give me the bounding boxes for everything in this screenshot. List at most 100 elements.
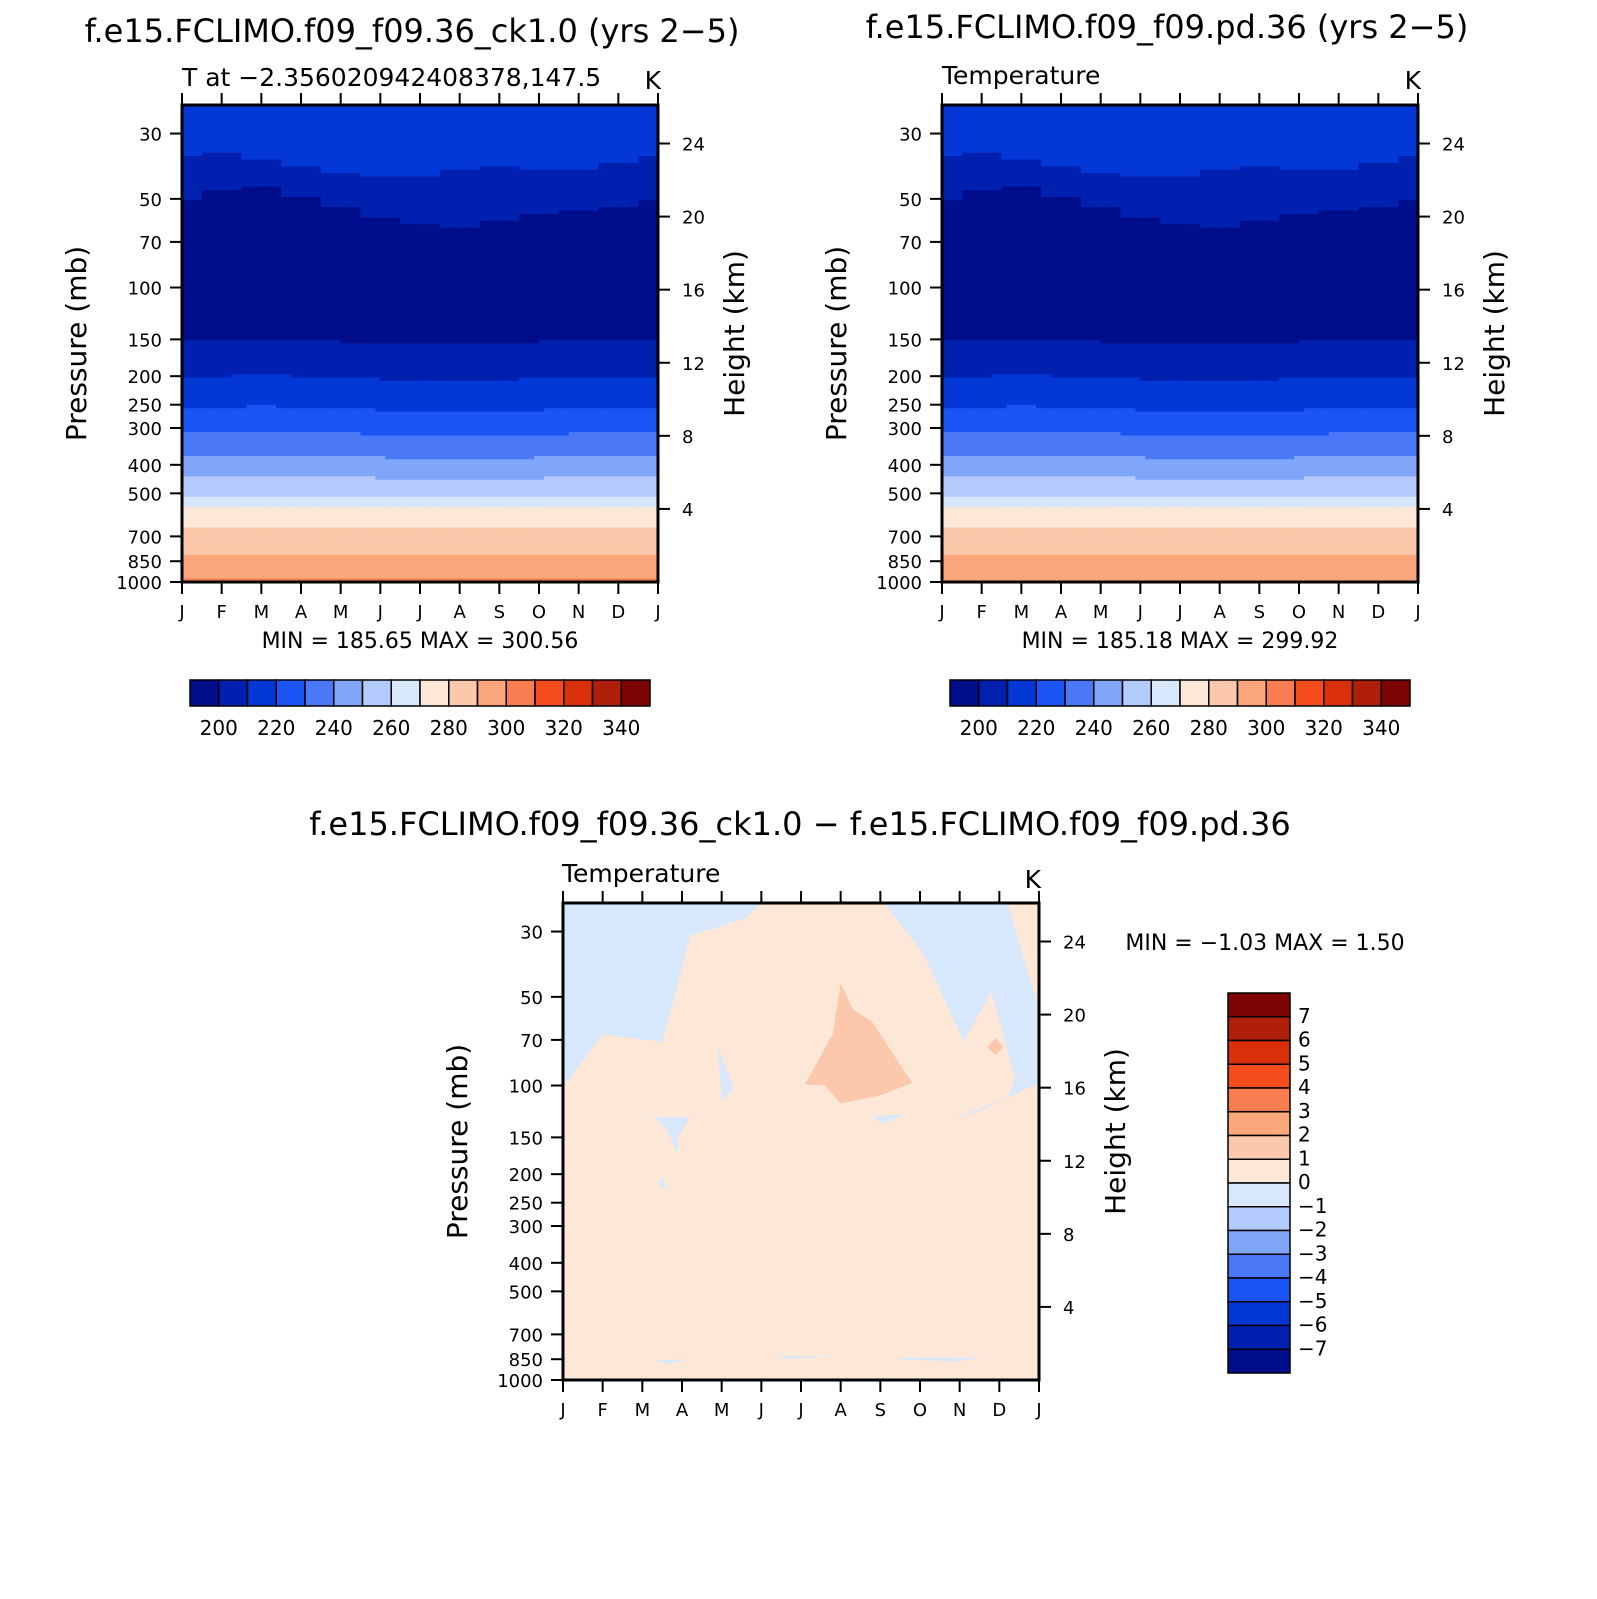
- heat-cell: [534, 125, 540, 129]
- heat-cell: [618, 279, 624, 283]
- heat-cell: [475, 190, 481, 194]
- heat-cell: [271, 163, 277, 167]
- heat-cell: [256, 214, 262, 218]
- heat-cell: [385, 183, 391, 187]
- heat-cell: [336, 142, 342, 146]
- heat-cell: [554, 119, 560, 123]
- heat-cell: [321, 163, 327, 167]
- heat-cell: [648, 272, 654, 276]
- heat-cell: [261, 211, 267, 215]
- heat-cell: [232, 214, 238, 218]
- heat-cell: [499, 197, 505, 201]
- heat-cell: [266, 125, 272, 129]
- heat-cell: [430, 200, 436, 204]
- heat-cell: [400, 166, 406, 170]
- heat-cell: [326, 173, 332, 177]
- heat-cell: [584, 197, 590, 201]
- heat-cell: [222, 231, 228, 235]
- heat-cell: [286, 112, 292, 116]
- heat-cell: [574, 129, 580, 133]
- heat-cell: [529, 183, 535, 187]
- heat-cell: [306, 115, 312, 119]
- heat-cell: [455, 125, 461, 129]
- heat-cell: [425, 115, 431, 119]
- heat-cell: [499, 272, 505, 276]
- heat-cell: [256, 166, 262, 170]
- heat-cell: [375, 197, 381, 201]
- heat-cell: [217, 238, 223, 242]
- heat-cell: [410, 153, 416, 157]
- heat-cell: [346, 119, 352, 123]
- heat-cell: [504, 160, 510, 164]
- heat-cell: [594, 279, 600, 283]
- heat-cell: [346, 187, 352, 191]
- heat-cell: [351, 272, 357, 276]
- heat-cell: [242, 262, 248, 266]
- heat-cell: [484, 214, 490, 218]
- heat-cell: [539, 224, 545, 228]
- heat-cell: [207, 214, 213, 218]
- heat-cell: [648, 231, 654, 235]
- heat-cell: [222, 160, 228, 164]
- heat-cell: [202, 272, 208, 276]
- heat-cell: [643, 187, 649, 191]
- heat-cell: [232, 224, 238, 228]
- heat-cell: [291, 166, 297, 170]
- heat-cell: [564, 187, 570, 191]
- heat-cell: [455, 231, 461, 235]
- heat-cell: [301, 207, 307, 211]
- heat-cell: [589, 153, 595, 157]
- heat-cell: [261, 258, 267, 262]
- heat-cell: [440, 200, 446, 204]
- heat-cell: [589, 125, 595, 129]
- heat-cell: [351, 224, 357, 228]
- heat-cell: [336, 245, 342, 249]
- heat-cell: [212, 160, 218, 164]
- heat-cell: [584, 142, 590, 146]
- heat-cell: [430, 149, 436, 153]
- heat-cell: [425, 269, 431, 273]
- heat-cell: [261, 160, 267, 164]
- heat-cell: [534, 248, 540, 252]
- heat-cell: [207, 255, 213, 259]
- heat-cell: [489, 142, 495, 146]
- heat-cell: [514, 238, 520, 242]
- heat-cell: [549, 119, 555, 123]
- heat-cell: [608, 234, 614, 238]
- heat-cell: [227, 136, 233, 140]
- heat-cell: [529, 149, 535, 153]
- heat-cell: [435, 231, 441, 235]
- heat-cell: [217, 262, 223, 266]
- heat-cell: [450, 187, 456, 191]
- heat-cell: [242, 238, 248, 242]
- heat-cell: [365, 248, 371, 252]
- heat-cell: [564, 190, 570, 194]
- heat-cell: [237, 112, 243, 116]
- heat-cell: [346, 248, 352, 252]
- heat-cell: [415, 112, 421, 116]
- heat-cell: [365, 115, 371, 119]
- heat-cell: [316, 115, 322, 119]
- heat-cell: [385, 142, 391, 146]
- heat-cell: [251, 221, 257, 225]
- heat-cell: [494, 207, 500, 211]
- heat-cell: [534, 190, 540, 194]
- heat-cell: [455, 139, 461, 143]
- heat-cell: [499, 190, 505, 194]
- heat-cell: [380, 183, 386, 187]
- heat-cell: [251, 187, 257, 191]
- heat-cell: [529, 119, 535, 123]
- heat-cell: [227, 142, 233, 146]
- heat-cell: [499, 255, 505, 259]
- heat-cell: [197, 214, 203, 218]
- heat-cell: [207, 136, 213, 140]
- heat-cell: [509, 214, 515, 218]
- heat-cell: [450, 115, 456, 119]
- heat-cell: [509, 115, 515, 119]
- heat-cell: [217, 279, 223, 283]
- heat-cell: [648, 149, 654, 153]
- heat-cell: [356, 262, 362, 266]
- heat-cell: [519, 163, 525, 167]
- heat-cell: [286, 119, 292, 123]
- heat-cell: [356, 160, 362, 164]
